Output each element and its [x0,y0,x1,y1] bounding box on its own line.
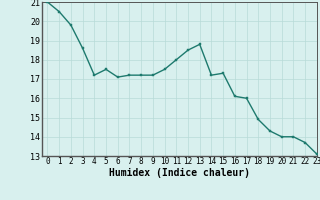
X-axis label: Humidex (Indice chaleur): Humidex (Indice chaleur) [109,168,250,178]
